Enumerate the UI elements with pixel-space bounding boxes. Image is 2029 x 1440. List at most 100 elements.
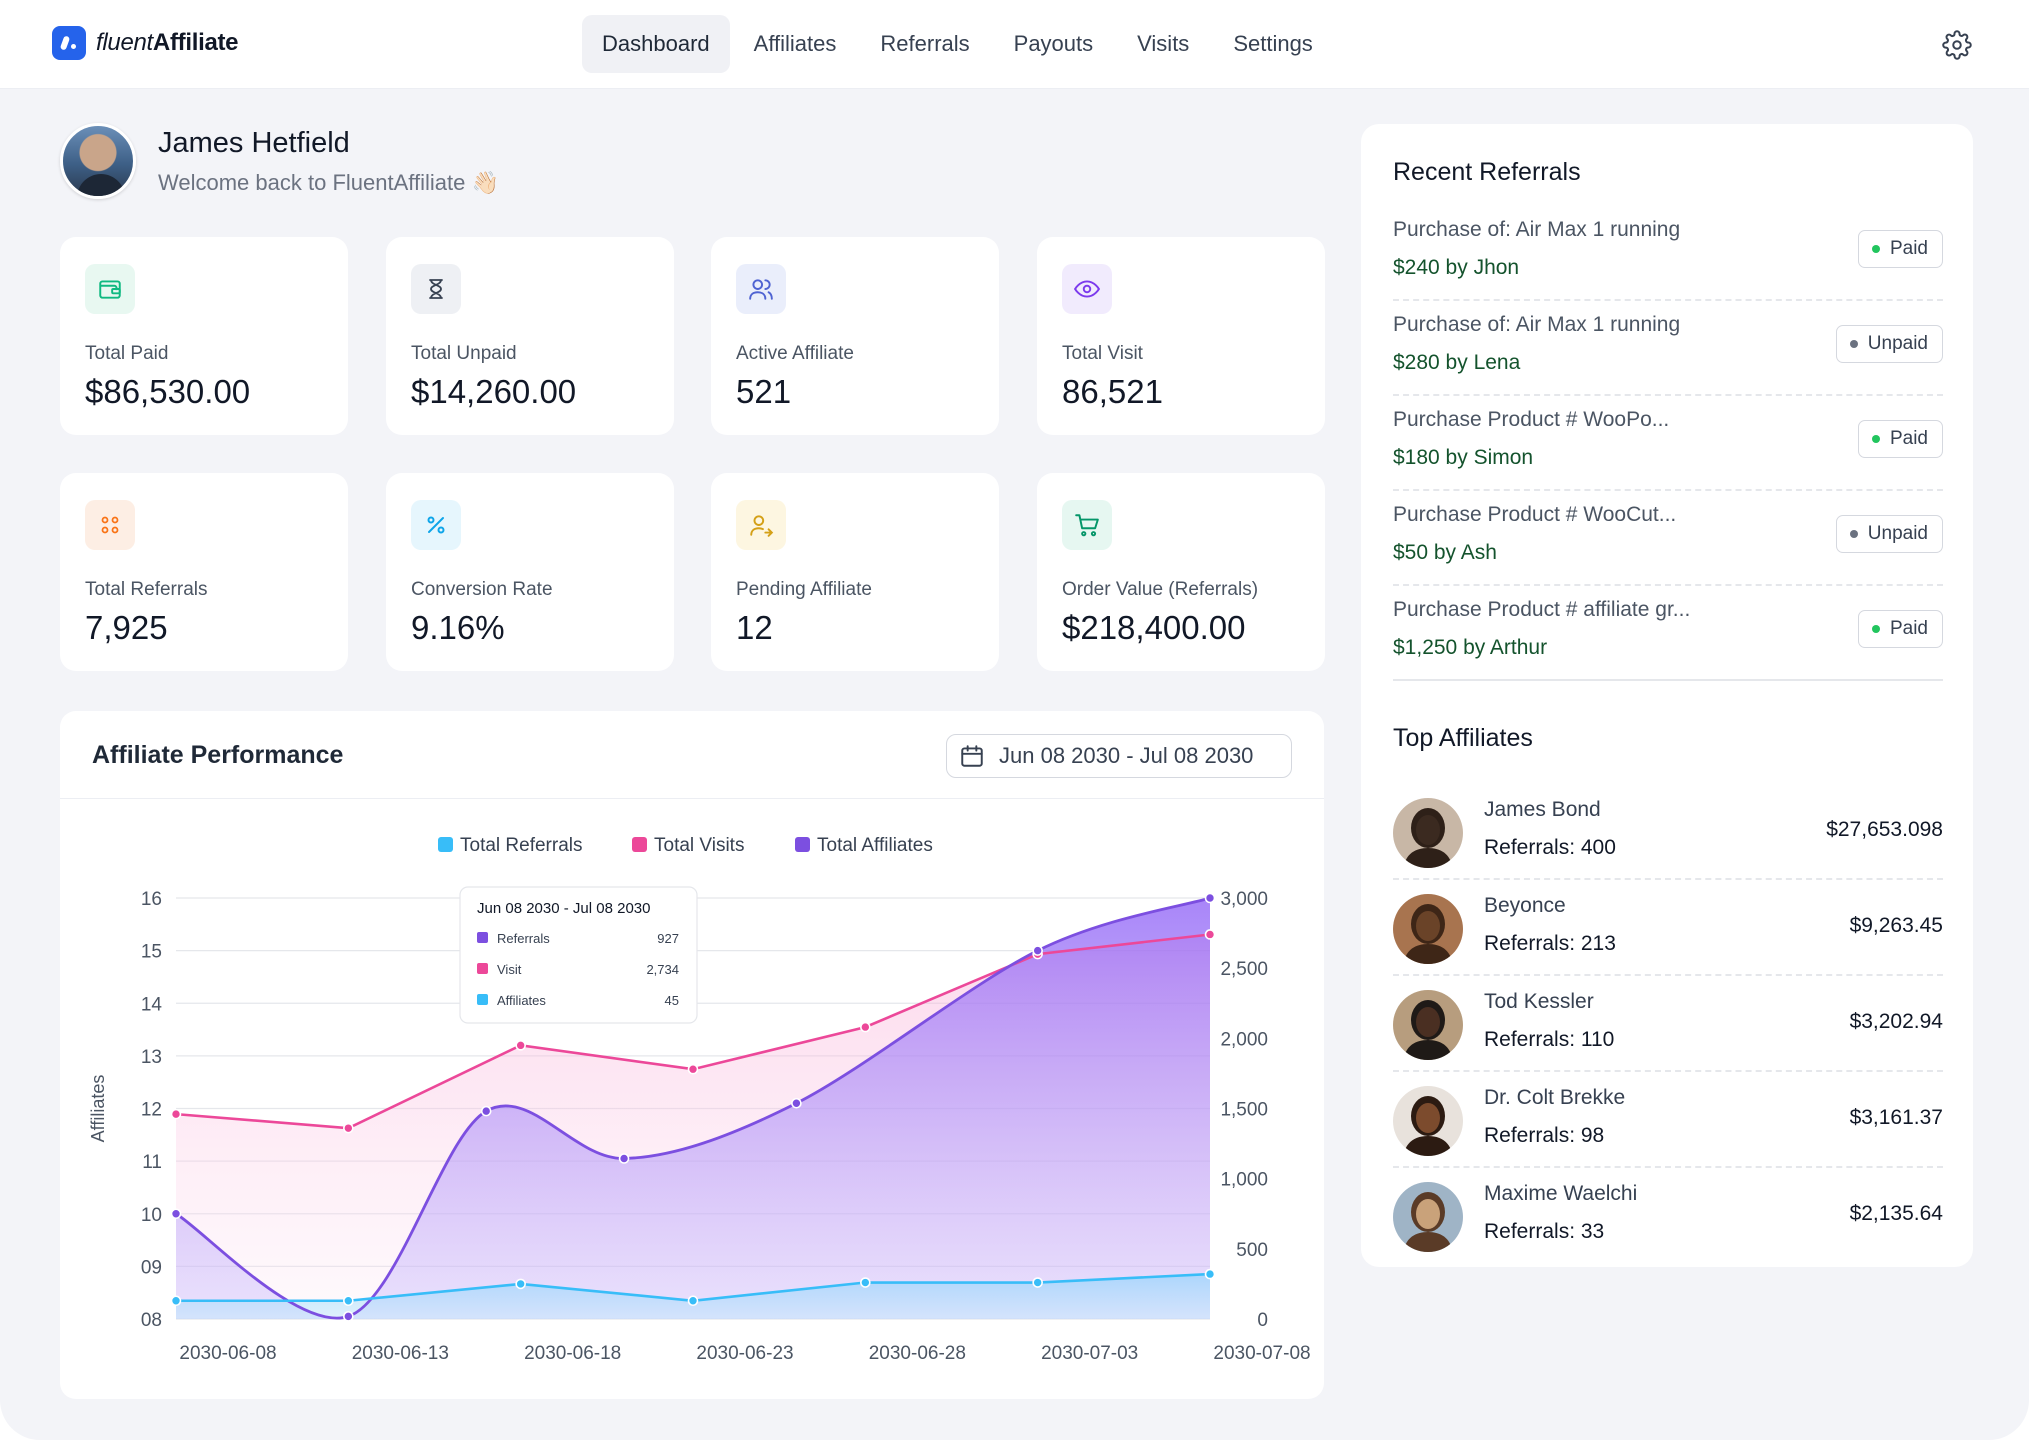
referrals-point[interactable] xyxy=(1032,1277,1043,1288)
welcome-message: Welcome back to FluentAffiliate 👋🏻 xyxy=(158,169,499,195)
affiliate-amount: $3,161.37 xyxy=(1849,1106,1943,1129)
performance-title: Affiliate Performance xyxy=(92,741,344,769)
stat-card-conversion-rate[interactable]: Conversion Rate 9.16% xyxy=(386,473,674,671)
app-logo[interactable]: fluentAffiliate xyxy=(52,26,239,60)
affiliates-point[interactable] xyxy=(170,1208,182,1220)
y-right-tick-label: 0 xyxy=(1257,1310,1268,1331)
stat-value: $86,530.00 xyxy=(85,373,251,410)
referrals-point[interactable] xyxy=(860,1277,871,1288)
tooltip-row-label: Visit xyxy=(497,962,522,977)
affiliates-point[interactable] xyxy=(618,1153,630,1164)
affiliates-point[interactable] xyxy=(791,1097,802,1109)
affiliate-referrals: Referrals: 33 xyxy=(1484,1220,1605,1243)
status-badge-label: Paid xyxy=(1889,428,1928,449)
affiliate-name: Tod Kessler xyxy=(1484,990,1594,1013)
profile-name: James Hetfield xyxy=(158,126,350,159)
stat-card-active-affiliate[interactable]: Active Affiliate 521 xyxy=(711,237,999,435)
user-profile-header: James Hetfield Welcome back to FluentAff… xyxy=(60,123,499,199)
stat-value: $14,260.00 xyxy=(411,373,577,410)
nav-item-visits[interactable]: Visits xyxy=(1137,31,1190,56)
y-right-tick-label: 1,000 xyxy=(1220,1170,1268,1191)
gear-icon[interactable] xyxy=(1942,30,1972,60)
top-affiliate-item[interactable]: James Bond Referrals: 400 $27,653.098 xyxy=(1393,784,1943,880)
users-icon xyxy=(736,264,786,314)
referral-list-item[interactable]: Purchase of: Air Max 1 running $280 by Le… xyxy=(1393,301,1943,396)
x-tick-label: 2030-07-08 xyxy=(1213,1343,1310,1364)
legend-item[interactable]: Total Affiliates xyxy=(795,835,933,856)
y-left-tick-label: 09 xyxy=(141,1257,162,1278)
y-right-tick-label: 2,000 xyxy=(1220,1029,1268,1050)
top-affiliate-item[interactable]: Tod Kessler Referrals: 110 $3,202.94 xyxy=(1393,976,1943,1072)
nav-item-affiliates[interactable]: Affiliates xyxy=(753,31,837,56)
stat-value: 86,521 xyxy=(1062,373,1163,410)
stat-label: Conversion Rate xyxy=(411,579,553,600)
top-affiliate-item[interactable]: Dr. Colt Brekke Referrals: 98 $3,161.37 xyxy=(1393,1072,1943,1168)
legend-item[interactable]: Total Visits xyxy=(632,835,744,856)
legend-swatch xyxy=(632,837,647,852)
stat-card-total-unpaid[interactable]: Total Unpaid $14,260.00 xyxy=(386,237,674,435)
avatar xyxy=(1393,894,1463,964)
referral-list-item[interactable]: Purchase Product # WooPo... $180 by Simon… xyxy=(1393,396,1943,491)
affiliate-performance-card: Affiliate Performance Jun 08 2030 - Jul … xyxy=(60,711,1324,1399)
tooltip-box xyxy=(459,886,698,1024)
stat-card-total-visit[interactable]: Total Visit 86,521 xyxy=(1037,237,1325,435)
tooltip-row-value: 2,734 xyxy=(646,962,679,977)
referrals-point[interactable] xyxy=(170,1295,182,1307)
affiliates-point[interactable] xyxy=(1204,892,1216,904)
nav-item-payouts[interactable]: Payouts xyxy=(1013,31,1094,56)
visits-point[interactable] xyxy=(343,1122,354,1134)
affiliates-point[interactable] xyxy=(480,1105,492,1117)
referral-title: Purchase Product # affiliate gr... xyxy=(1393,598,1691,621)
status-badge: Unpaid xyxy=(1835,515,1943,553)
nav-item-settings[interactable]: Settings xyxy=(1233,31,1313,56)
affiliates-point[interactable] xyxy=(343,1311,354,1322)
referral-list-item[interactable]: Purchase Product # affiliate gr... $1,250… xyxy=(1393,586,1943,681)
visits-point[interactable] xyxy=(860,1021,871,1033)
visits-point[interactable] xyxy=(1204,929,1216,940)
referrals-point[interactable] xyxy=(343,1295,354,1307)
stat-card-order-value[interactable]: Order Value (Referrals) $218,400.00 xyxy=(1037,473,1325,671)
wallet-icon xyxy=(85,264,135,314)
side-panel: Recent Referrals Purchase of: Air Max 1 … xyxy=(1361,124,1973,1267)
referrals-icon xyxy=(85,500,135,550)
visits-point[interactable] xyxy=(170,1108,182,1120)
stat-card-total-referrals[interactable]: Total Referrals 7,925 xyxy=(60,473,348,671)
affiliate-name: Dr. Colt Brekke xyxy=(1484,1086,1626,1109)
user-pending-icon xyxy=(736,500,786,550)
top-affiliate-item[interactable]: Maxime Waelchi Referrals: 33 $2,135.64 xyxy=(1393,1168,1943,1264)
referral-list-item[interactable]: Purchase Product # WooCut... $50 by Ash Un… xyxy=(1393,491,1943,586)
affiliate-referrals: Referrals: 400 xyxy=(1484,836,1616,859)
tooltip-swatch xyxy=(477,994,488,1005)
stat-card-total-paid[interactable]: Total Paid $86,530.00 xyxy=(60,237,348,435)
status-dot-icon xyxy=(1849,340,1858,348)
legend-item[interactable]: Total Referrals xyxy=(438,835,583,856)
y-right-tick-label: 1,500 xyxy=(1220,1100,1268,1121)
percent-icon xyxy=(411,500,461,550)
top-affiliate-item[interactable]: Beyonce Referrals: 213 $9,263.45 xyxy=(1393,880,1943,976)
visits-point[interactable] xyxy=(687,1063,699,1075)
y-left-tick-label: 10 xyxy=(141,1205,162,1226)
avatar xyxy=(1393,1182,1463,1252)
stat-card-pending-affiliate[interactable]: Pending Affiliate 12 xyxy=(711,473,999,671)
visits-point[interactable] xyxy=(515,1040,526,1051)
referrals-point[interactable] xyxy=(515,1278,526,1290)
referral-list-item[interactable]: Purchase of: Air Max 1 running $240 by Jh… xyxy=(1393,206,1943,301)
nav-item-referrals[interactable]: Referrals xyxy=(880,31,970,56)
date-range-picker[interactable]: Jun 08 2030 - Jul 08 2030 xyxy=(946,734,1292,778)
stat-value: 521 xyxy=(736,373,792,410)
affiliates-point[interactable] xyxy=(1032,945,1043,956)
stat-label: Total Visit xyxy=(1062,343,1143,364)
affiliate-name: James Bond xyxy=(1484,798,1601,821)
legend-swatch xyxy=(795,837,810,852)
stat-label: Order Value (Referrals) xyxy=(1062,579,1259,600)
referral-amount: $240 by Jhon xyxy=(1393,256,1520,279)
status-dot-icon xyxy=(1871,625,1880,633)
referrals-point[interactable] xyxy=(1204,1268,1216,1280)
referrals-area xyxy=(176,1274,1210,1319)
referral-title: Purchase Product # WooPo... xyxy=(1393,408,1670,431)
nav-item-dashboard[interactable]: Dashboard xyxy=(582,15,730,73)
top-navigation-bar: fluentAffiliate Dashboard Affiliates Ref… xyxy=(0,0,2029,89)
avatar[interactable] xyxy=(60,123,136,199)
referrals-point[interactable] xyxy=(687,1295,699,1307)
chart-tooltip: Jun 08 2030 - Jul 08 2030 Referrals 927 Vis… xyxy=(459,886,698,1024)
